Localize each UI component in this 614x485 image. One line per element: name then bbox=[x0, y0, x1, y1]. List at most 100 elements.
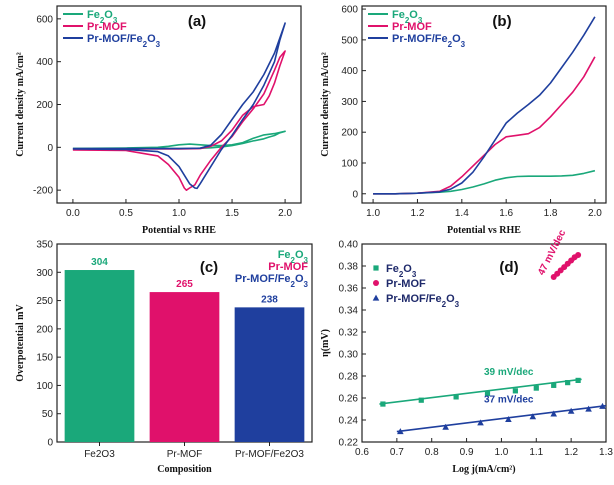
legend-label: Pr-MOF bbox=[392, 21, 432, 33]
x-tick-label: 1.3 bbox=[599, 447, 613, 458]
x-tick-label: 0.9 bbox=[460, 447, 474, 458]
y-tick-label: 400 bbox=[36, 57, 53, 68]
data-point-fe2o3 bbox=[380, 401, 386, 407]
x-tick-label: 1.2 bbox=[564, 447, 578, 458]
legend-marker-fe2o3 bbox=[373, 265, 379, 271]
legend-label: Fe2O3 bbox=[278, 249, 309, 265]
data-point-prmoffe bbox=[529, 413, 537, 420]
x-tick-label: 1.8 bbox=[544, 208, 558, 219]
legend-label: Fe2O3 bbox=[386, 263, 417, 279]
x-tick-label: 1.5 bbox=[225, 208, 239, 219]
y-tick-label: 0.22 bbox=[339, 438, 359, 449]
data-point-fe2o3 bbox=[512, 388, 518, 394]
y-tick-label: 200 bbox=[36, 100, 53, 111]
x-tick-label: 2.0 bbox=[278, 208, 292, 219]
y-tick-label: 0.28 bbox=[339, 372, 359, 383]
x-tick-label: Pr-MOF/Fe2O3 bbox=[235, 449, 304, 460]
panel-c: 0 50 100 150 200 250 300 350 304 Fe2O3 265 Pr-MOF 23… bbox=[15, 240, 313, 475]
data-point-prmoffe bbox=[599, 402, 606, 409]
y-tick-label: 0.24 bbox=[339, 416, 359, 427]
y-tick-label: 400 bbox=[341, 66, 358, 77]
data-point-fe2o3 bbox=[453, 394, 459, 400]
legend-label: Pr-MOF/Fe2O3 bbox=[235, 273, 309, 289]
x-tick-label: 1.0 bbox=[172, 208, 186, 219]
y-tick-label: 0.36 bbox=[339, 284, 359, 295]
legend-label: Pr-MOF/Fe2O3 bbox=[392, 33, 466, 49]
data-point-prmoffe bbox=[550, 410, 558, 417]
x-axis-label: Potential vs RHE bbox=[142, 225, 216, 236]
x-tick-label: Pr-MOF bbox=[167, 449, 203, 460]
x-axis-label: Potential vs RHE bbox=[447, 225, 521, 236]
series-line-fe2o3 bbox=[373, 169, 596, 195]
data-point-prmoffe bbox=[585, 405, 592, 412]
fit-line-fe2o3 bbox=[379, 378, 582, 405]
panel-b-frame bbox=[361, 5, 607, 204]
series-line-prmoffe bbox=[373, 16, 596, 195]
data-point-prmoffe bbox=[397, 428, 404, 435]
bar-value-label: 265 bbox=[176, 279, 193, 290]
panel-label: (d) bbox=[499, 259, 518, 276]
data-point-fe2o3 bbox=[533, 385, 539, 391]
x-tick-label: 0.6 bbox=[355, 447, 369, 458]
y-tick-label: 200 bbox=[341, 128, 358, 139]
y-tick-label: 50 bbox=[42, 409, 54, 420]
panel-a: -200 0 200 400 600 0.0 0.5 1.0 1.5 2.0 Potential v… bbox=[15, 5, 302, 236]
y-axis-label: Current density mA/cm² bbox=[15, 52, 26, 156]
y-tick-label: 200 bbox=[36, 324, 53, 335]
y-tick-label: 0.32 bbox=[339, 328, 359, 339]
series-line-prmof bbox=[373, 56, 596, 195]
data-point-fe2o3 bbox=[575, 377, 581, 383]
panel-d: 0.22 0.24 0.26 0.28 0.30 0.32 0.34 0.36 0.38 0.40… bbox=[320, 228, 613, 475]
data-point-fe2o3 bbox=[565, 380, 571, 386]
x-tick-label: 0.8 bbox=[425, 447, 439, 458]
slope-annotation: 39 mV/dec bbox=[484, 367, 534, 378]
panel-label: (b) bbox=[492, 13, 511, 30]
x-tick-label: 0.0 bbox=[66, 208, 80, 219]
y-axis-label: η(mV) bbox=[320, 329, 331, 357]
y-tick-label: 0.38 bbox=[339, 262, 359, 273]
x-tick-label: 1.6 bbox=[499, 208, 513, 219]
fit-line-prmoffe bbox=[396, 404, 607, 433]
legend-label: Pr-MOF/Fe2O3 bbox=[87, 33, 161, 49]
y-tick-label: 300 bbox=[341, 97, 358, 108]
data-point-prmoffe bbox=[505, 416, 512, 423]
legend-label: Pr-MOF bbox=[386, 278, 426, 290]
data-point-fe2o3 bbox=[484, 391, 491, 397]
x-axis-label: Log j(mA/cm²) bbox=[452, 464, 515, 475]
data-point-fe2o3 bbox=[551, 382, 557, 388]
legend-marker-prmof bbox=[373, 280, 379, 286]
data-point-prmof bbox=[575, 252, 582, 258]
x-tick-label: 1.1 bbox=[529, 447, 543, 458]
y-tick-label: 300 bbox=[36, 268, 53, 279]
data-point-prmoffe bbox=[442, 423, 449, 430]
y-tick-label: 0.30 bbox=[339, 350, 359, 361]
y-tick-label: 0.26 bbox=[339, 394, 359, 405]
y-tick-label: 500 bbox=[341, 35, 358, 46]
bar-value-label: 304 bbox=[91, 257, 108, 268]
series-line-prmoffe bbox=[72, 22, 286, 190]
panel-b: 0 100 200 300 400 500 600 1.0 1.2 1.4 1.6 1.8 2.0 Pot… bbox=[320, 5, 607, 236]
legend-label: Fe2O3 bbox=[87, 9, 118, 25]
legend-marker-prmoffe bbox=[372, 294, 380, 301]
bar-prmoffe bbox=[234, 307, 305, 442]
y-tick-label: 0 bbox=[47, 438, 53, 449]
y-tick-label: 150 bbox=[36, 353, 53, 364]
bar-value-label: 238 bbox=[261, 294, 278, 305]
bar-fe2o3 bbox=[64, 270, 135, 442]
series-line-prmof bbox=[72, 50, 286, 191]
x-tick-label: 1.0 bbox=[366, 208, 380, 219]
y-tick-label: 0 bbox=[352, 189, 358, 200]
slope-annotation: 37 mV/dec bbox=[484, 394, 534, 405]
data-point-prmoffe bbox=[477, 419, 484, 426]
legend-label: Fe2O3 bbox=[392, 9, 423, 25]
y-tick-label: 0.34 bbox=[339, 306, 359, 317]
data-point-fe2o3 bbox=[418, 397, 424, 403]
panel-d-frame bbox=[361, 243, 607, 443]
y-tick-label: 100 bbox=[341, 158, 358, 169]
x-tick-label: 2.0 bbox=[588, 208, 602, 219]
series-line-fe2o3 bbox=[72, 130, 286, 150]
y-tick-label: 0.40 bbox=[339, 240, 359, 251]
y-tick-label: 250 bbox=[36, 296, 53, 307]
y-tick-label: -200 bbox=[33, 186, 53, 197]
